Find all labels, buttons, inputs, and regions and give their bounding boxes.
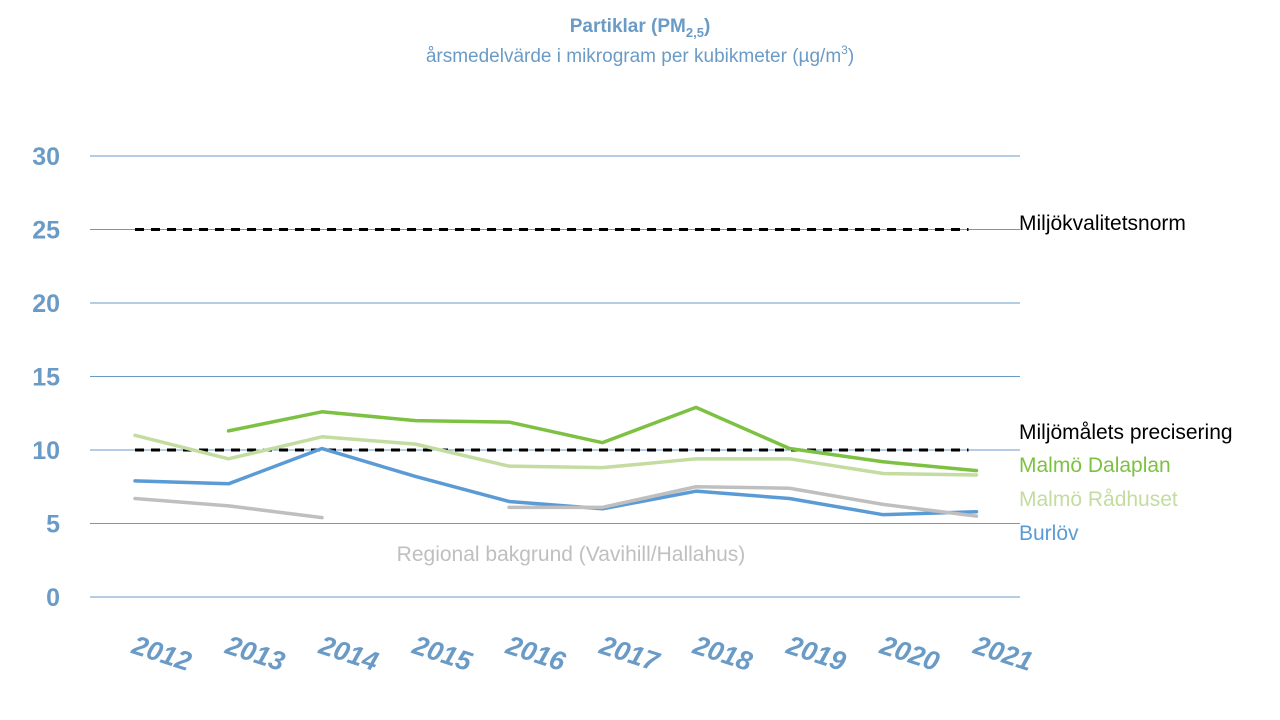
x-tick-label: 2017	[595, 630, 664, 678]
x-tick-label: 2012	[128, 630, 195, 677]
chart-title-subscript: 2,5	[686, 25, 704, 40]
series-lines	[133, 405, 979, 520]
y-tick-label: 0	[46, 584, 60, 612]
series-label: Malmö Rådhuset	[1019, 488, 1178, 511]
chart-title-close: )	[704, 16, 710, 37]
series-line	[226, 405, 979, 473]
x-axis-tick-labels: 2012 2013 2014 2015 2016 2017 2018 2019 2020 2021	[128, 630, 1037, 678]
series-line	[133, 446, 979, 517]
y-tick-label: 30	[32, 143, 60, 171]
y-tick-label: 10	[32, 437, 60, 465]
series-line	[507, 485, 979, 518]
chart-subtitle: årsmedelvärde i mikrogram per kubikmeter…	[426, 43, 854, 67]
y-tick-label: 20	[32, 290, 60, 318]
y-axis-tick-labels: 0 5 10 15 20 25 30	[32, 143, 60, 612]
reference-lines	[135, 228, 969, 452]
y-tick-label: 25	[32, 217, 60, 245]
y-tick-label: 15	[32, 364, 60, 392]
chart-subtitle-close: )	[848, 46, 854, 67]
y-tick-label: 5	[46, 511, 60, 539]
x-tick-label: 2014	[315, 630, 382, 677]
x-tick-label: 2021	[969, 630, 1036, 677]
x-tick-label: 2016	[502, 630, 570, 678]
series-label: Malmö Dalaplan	[1019, 454, 1171, 477]
series-line	[133, 433, 979, 477]
series-label: Miljökvalitetsnorm	[1019, 212, 1186, 235]
chart-title: Partiklar (PM2,5)	[570, 16, 711, 40]
series-labels: Miljökvalitetsnorm Miljömålets preciserin…	[397, 212, 1233, 566]
x-tick-label: 2019	[782, 630, 849, 677]
series-label: Miljömålets precisering	[1019, 421, 1233, 444]
x-tick-label: 2013	[221, 630, 288, 677]
grid-lines	[90, 155, 1020, 598]
chart-subtitle-superscript: 3	[841, 43, 848, 57]
chart-subtitle-main: årsmedelvärde i mikrogram per kubikmeter…	[426, 46, 841, 67]
x-tick-label: 2020	[876, 630, 943, 677]
chart-title-main: Partiklar (PM	[570, 16, 686, 37]
series-label: Burlöv	[1019, 522, 1079, 545]
x-tick-label: 2018	[689, 630, 756, 677]
series-label: Regional bakgrund (Vavihill/Hallahus)	[397, 543, 746, 566]
series-line	[133, 496, 324, 520]
x-tick-label: 2015	[408, 630, 476, 678]
